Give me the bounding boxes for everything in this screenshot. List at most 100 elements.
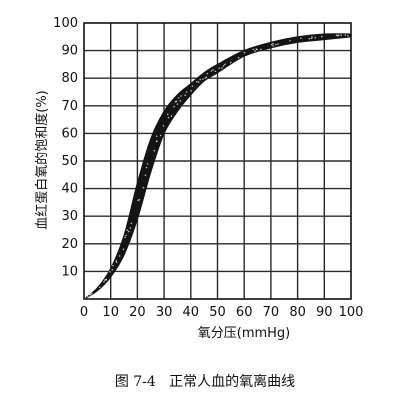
band-speck [191, 85, 194, 87]
y-axis-title: 血红蛋白氧的饱和度(%) [34, 90, 50, 230]
band-speck [254, 50, 256, 52]
band-speck [103, 281, 105, 283]
y-tick-label: 70 [61, 99, 78, 114]
band-speck [260, 48, 262, 51]
band-speck [109, 271, 111, 273]
band-speck [105, 278, 108, 281]
band-speck [86, 295, 89, 297]
band-speck [201, 78, 204, 80]
band-speck [321, 35, 323, 38]
x-tick-label: 70 [263, 305, 280, 320]
band-speck [212, 69, 214, 71]
x-tick-label: 0 [80, 305, 88, 320]
band-speck [196, 80, 198, 83]
band-speck [206, 72, 209, 75]
band-speck [155, 135, 158, 137]
y-tick-label: 40 [61, 182, 78, 197]
band-speck [137, 199, 139, 202]
band-speck [112, 264, 114, 267]
band-speck [126, 229, 129, 231]
band-speck [229, 61, 232, 64]
x-tick-label: 100 [339, 305, 364, 320]
band-speck [252, 48, 255, 51]
band-speck [210, 70, 213, 72]
band-speck [125, 234, 127, 237]
band-speck [277, 43, 279, 45]
band-speck [144, 174, 147, 177]
band-speck [205, 76, 208, 79]
band-speck [177, 97, 180, 99]
band-speck [347, 34, 349, 37]
band-speck [115, 260, 118, 262]
band-speck [197, 81, 200, 83]
band-speck [311, 36, 313, 38]
band-speck [336, 34, 339, 37]
band-speck [289, 39, 291, 42]
y-tick-label: 90 [61, 44, 78, 59]
band-speck [118, 255, 121, 257]
band-speck [179, 100, 182, 102]
band-speck [314, 36, 317, 39]
band-speck [91, 292, 93, 295]
band-speck [98, 286, 101, 289]
band-speck [300, 37, 302, 39]
band-speck [176, 103, 179, 105]
x-axis-title: 氧分压(mmHg) [198, 326, 291, 341]
band-speck [204, 77, 207, 79]
band-speck [185, 91, 188, 93]
band-speck [146, 163, 149, 165]
band-speck [190, 90, 192, 92]
x-tick-label: 10 [102, 305, 119, 320]
band-speck [308, 37, 311, 40]
band-speck [159, 134, 162, 137]
tick-labels: 0 10 20 30 40 50 60 70 80 90 100 10 20 30 40 50 60 70 80 90… [53, 16, 363, 320]
y-tick-label: 20 [61, 237, 78, 252]
band-speck [218, 67, 221, 69]
band-speck [166, 113, 169, 116]
x-tick-label: 90 [316, 305, 333, 320]
y-tick-label: 50 [61, 154, 78, 169]
band-speck [199, 78, 202, 81]
band-speck [111, 268, 114, 271]
band-speck [138, 198, 141, 201]
figure-caption: 图 7-4 正常人血的氧离曲线 [115, 373, 295, 390]
band-texture [84, 34, 349, 300]
band-speck [224, 63, 226, 66]
band-speck [310, 37, 313, 40]
band-speck [214, 70, 217, 73]
band-speck [129, 227, 132, 229]
band-speck [155, 140, 158, 143]
band-speck [127, 230, 130, 233]
band-speck [122, 248, 125, 251]
band-speck [237, 56, 240, 59]
x-tick-label: 40 [183, 305, 200, 320]
x-tick-label: 80 [289, 305, 306, 320]
y-tick-label: 30 [61, 209, 78, 224]
band-speck [173, 105, 175, 108]
band-speck [184, 94, 187, 97]
y-tick-label: 80 [61, 71, 78, 86]
band-speck [167, 116, 170, 119]
band-speck [340, 34, 343, 37]
band-speck [275, 43, 277, 46]
band-speck [180, 95, 182, 97]
x-tick-label: 30 [156, 305, 173, 320]
x-tick-label: 20 [129, 305, 146, 320]
band-speck [243, 51, 246, 54]
band-speck [270, 43, 273, 46]
band-speck [115, 261, 118, 264]
x-tick-label: 60 [236, 305, 253, 320]
band-speck [175, 100, 178, 103]
band-speck [145, 166, 148, 169]
band-speck [255, 48, 258, 50]
band-speck [272, 42, 274, 45]
band-speck [344, 34, 347, 36]
band-speck [130, 222, 133, 225]
x-tick-label: 50 [209, 305, 226, 320]
y-tick-label: 100 [53, 16, 78, 31]
band-speck [124, 236, 126, 239]
band-speck [222, 65, 225, 67]
band-speck [272, 45, 274, 47]
y-tick-label: 10 [61, 264, 78, 279]
